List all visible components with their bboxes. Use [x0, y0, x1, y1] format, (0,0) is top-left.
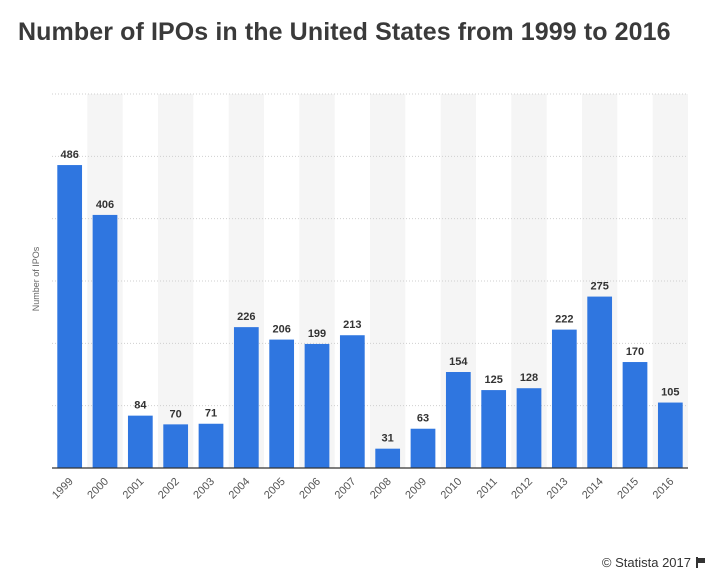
x-tick-label: 2012	[509, 476, 535, 502]
x-tick-label: 2001	[121, 476, 147, 502]
data-label: 406	[96, 199, 114, 211]
data-label: 71	[205, 408, 217, 420]
bar	[587, 296, 613, 468]
data-label: 63	[417, 413, 429, 425]
data-label: 486	[60, 149, 78, 161]
bar	[657, 402, 683, 468]
data-label: 84	[134, 400, 147, 412]
data-label: 154	[449, 356, 468, 368]
bar	[445, 372, 471, 468]
data-label: 125	[484, 374, 502, 386]
chart-title: Number of IPOs in the United States from…	[18, 18, 671, 46]
x-tick-label: 2006	[297, 476, 323, 502]
data-label: 226	[237, 311, 255, 323]
x-tick-label: 2010	[439, 476, 465, 502]
data-label: 170	[626, 346, 644, 358]
bar	[481, 390, 507, 468]
flag-icon[interactable]	[696, 557, 706, 568]
x-tick-label: 2016	[651, 476, 677, 502]
x-tick-label: 2011	[475, 476, 500, 501]
x-tick-label: 1999	[50, 476, 76, 502]
bar	[410, 428, 436, 468]
x-tick-label: 2015	[615, 476, 641, 502]
data-label: 199	[308, 328, 326, 340]
bar	[516, 388, 542, 468]
credit-text: © Statista 2017	[601, 555, 691, 570]
x-tick-label: 2009	[403, 476, 429, 502]
bar	[622, 362, 648, 468]
x-tick-label: 2003	[191, 476, 217, 502]
bar	[339, 335, 365, 468]
bar	[198, 423, 224, 468]
x-tick-label: 2004	[227, 476, 253, 502]
data-label: 128	[520, 372, 538, 384]
x-tick-label: 2014	[580, 476, 606, 502]
bar	[233, 327, 259, 468]
data-label: 70	[170, 408, 182, 420]
background-band	[370, 94, 406, 468]
footer: © Statista 2017	[602, 555, 706, 570]
x-tick-label: 2000	[85, 476, 111, 502]
x-tick-label: 2008	[368, 476, 394, 502]
bar	[92, 214, 118, 468]
x-tick-label: 2013	[545, 476, 571, 502]
data-label: 275	[590, 281, 608, 293]
data-label: 222	[555, 314, 573, 326]
bar	[269, 339, 295, 468]
x-tick-label: 2005	[262, 476, 288, 502]
bar	[304, 343, 330, 468]
bar	[551, 329, 577, 468]
bar	[375, 448, 401, 468]
data-label: 213	[343, 319, 361, 331]
bar	[163, 424, 189, 468]
bar	[127, 415, 153, 468]
y-axis-label: Number of IPOs	[31, 246, 41, 311]
data-label: 206	[272, 324, 290, 336]
data-label: 31	[382, 433, 394, 445]
x-tick-label: 2002	[156, 476, 182, 502]
x-tick-label: 2007	[333, 476, 359, 502]
data-label: 105	[661, 387, 679, 399]
bar	[57, 165, 83, 468]
